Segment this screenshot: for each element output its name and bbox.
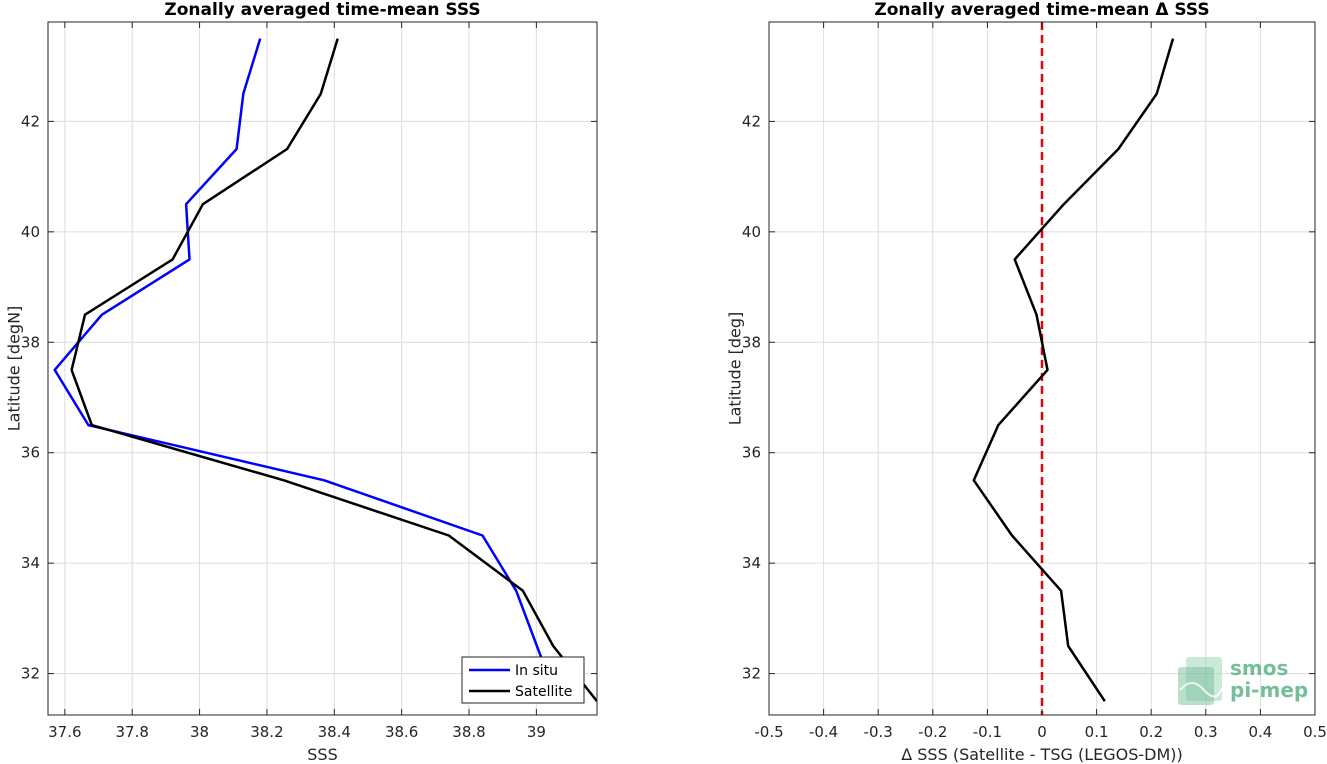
x-tick-label: 39 [527,723,546,741]
y-tick-label: 40 [21,223,40,241]
delta-sss-ticks: -0.5 -0.4 -0.3 -0.2 -0.1 0 0.1 0.2 0.3 0.4 0.5 32 34… [742,22,1327,741]
delta-sss-ylabel: Latitude [deg] [726,312,745,426]
legend-label-in-situ: In situ [515,663,558,679]
y-tick-label: 36 [742,444,761,462]
logo-glyph-back [1186,657,1222,701]
delta-sss-title: Zonally averaged time-mean Δ SSS [874,0,1209,20]
legend-box [461,656,585,704]
x-tick-label: -0.3 [864,723,893,741]
y-tick-label: 34 [21,554,40,572]
x-tick-label: 38.8 [452,723,485,741]
x-tick-label: 0.2 [1139,723,1163,741]
x-tick-label: 0.4 [1248,723,1272,741]
sss-title: Zonally averaged time-mean SSS [164,0,480,20]
logo-wave-icon [1179,682,1223,698]
delta-sss-xlabel: Δ SSS (Satellite - TSG (LEGOS-DM)) [901,745,1183,764]
x-tick-label: 38.4 [318,723,351,741]
smos-pi-mep-logo: smos pi-mep [1178,656,1308,705]
y-tick-label: 32 [21,665,40,683]
sss-panel: 37.6 37.8 38 38.2 38.4 38.6 38.8 39 32 34 36 38 40 42… [5,0,598,764]
y-tick-label: 32 [742,665,761,683]
x-tick-label: 0.1 [1085,723,1109,741]
sss-xlabel: SSS [307,745,337,764]
x-tick-label: 0.5 [1303,723,1327,741]
x-tick-label: 37.6 [48,723,81,741]
x-tick-label: 38.2 [250,723,283,741]
y-tick-label: 42 [21,112,40,130]
x-tick-label: 38.6 [385,723,418,741]
y-tick-label: 38 [742,333,761,351]
y-tick-label: 40 [742,223,761,241]
x-tick-label: 38 [190,723,209,741]
x-tick-label: -0.2 [918,723,947,741]
sss-lines [53,38,597,702]
sss-axes-frame [47,21,598,716]
series-line-satellite [70,38,597,702]
sss-ylabel: Latitude [degN] [5,306,24,432]
sss-legend: In situ Satellite [461,656,585,704]
y-tick-label: 34 [742,554,761,572]
y-tick-label: 36 [21,444,40,462]
delta-sss-panel: -0.5 -0.4 -0.3 -0.2 -0.1 0 0.1 0.2 0.3 0.4 0.5 32 34… [726,0,1327,764]
sss-ticks: 37.6 37.8 38 38.2 38.4 38.6 38.8 39 32 34 36 38 40 42 [21,22,597,741]
x-tick-label: -0.1 [973,723,1002,741]
y-tick-label: 42 [742,112,761,130]
x-tick-label: -0.5 [754,723,783,741]
x-tick-label: 0.3 [1194,723,1218,741]
series-line-delta [972,38,1175,702]
legend-label-satellite: Satellite [515,684,572,700]
delta-sss-lines [972,22,1175,715]
logo-text-pi-mep: pi-mep [1230,678,1308,702]
x-tick-label: 37.8 [115,723,148,741]
y-tick-label: 38 [21,333,40,351]
logo-glyph-front [1178,667,1214,705]
series-line-in-situ [53,38,545,663]
x-tick-label: -0.4 [809,723,838,741]
logo-text-smos: smos [1230,656,1288,680]
x-tick-label: 0 [1037,723,1047,741]
sss-grid [48,22,597,715]
